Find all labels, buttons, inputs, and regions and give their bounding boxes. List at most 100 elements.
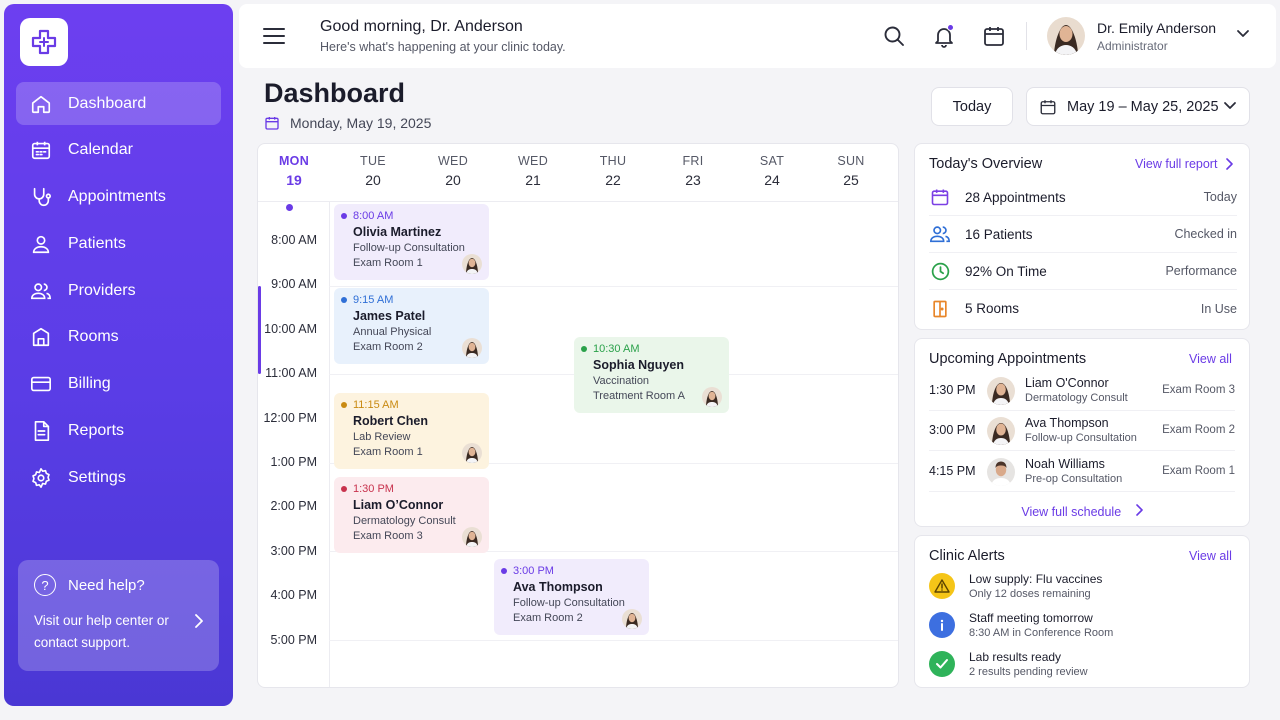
week-calendar: MON 19 TUE 20 WED 20 WED 21 THU 22 FRI 2… bbox=[257, 143, 899, 688]
overview-card: Today's Overview View full report 28 App… bbox=[914, 143, 1250, 330]
appointment-card[interactable]: 10:30 AM Sophia Nguyen Vaccination Treat… bbox=[574, 337, 729, 413]
date-range-picker[interactable]: May 19 – May 25, 2025 bbox=[1026, 87, 1250, 126]
view-full-report-link[interactable]: View full report bbox=[1135, 157, 1234, 171]
chevron-down-icon[interactable] bbox=[1236, 29, 1250, 39]
avatar bbox=[462, 338, 482, 358]
upcoming-time: 4:15 PM bbox=[929, 464, 976, 478]
calendar-icon[interactable] bbox=[982, 24, 1006, 48]
day-header[interactable]: FRI 23 bbox=[653, 154, 733, 188]
appointment-type: Lab Review bbox=[353, 431, 411, 443]
appointment-patient: Olivia Martinez bbox=[353, 225, 442, 239]
appointment-patient: Sophia Nguyen bbox=[593, 358, 684, 372]
sidebar-item-calendar[interactable]: Calendar bbox=[16, 129, 221, 172]
appointment-card[interactable]: 9:15 AM James Patel Annual Physical Exam… bbox=[334, 288, 489, 364]
greeting: Good morning, Dr. Anderson bbox=[320, 18, 523, 35]
alert-title: Low supply: Flu vaccines bbox=[969, 572, 1103, 586]
overview-label: 28 Appointments bbox=[965, 189, 1066, 205]
appointment-type: Vaccination bbox=[593, 375, 650, 387]
time-label: 12:00 PM bbox=[263, 411, 317, 425]
alert-row[interactable]: Low supply: Flu vaccines Only 12 doses r… bbox=[929, 570, 1235, 609]
sidebar-item-rooms[interactable]: Rooms bbox=[16, 316, 221, 359]
sidebar-item-reports[interactable]: Reports bbox=[16, 410, 221, 453]
view-all-link[interactable]: View all bbox=[1189, 549, 1232, 563]
sidebar-item-settings[interactable]: Settings bbox=[16, 456, 221, 499]
calendar-header-divider bbox=[258, 201, 898, 202]
sidebar-item-providers[interactable]: Providers bbox=[16, 269, 221, 312]
alert-row[interactable]: Lab results ready 2 results pending revi… bbox=[929, 648, 1235, 687]
view-all-link[interactable]: View all bbox=[1189, 352, 1232, 366]
document-icon bbox=[30, 420, 52, 442]
overview-row[interactable]: 92% On Time Performance bbox=[929, 253, 1237, 290]
sidebar-item-label: Reports bbox=[68, 422, 125, 440]
overview-status: Checked in bbox=[1174, 227, 1237, 241]
help-card[interactable]: ? Need help? Visit our help center or co… bbox=[18, 560, 219, 671]
appointment-card[interactable]: 1:30 PM Liam O’Connor Dermatology Consul… bbox=[334, 477, 489, 553]
overview-row[interactable]: 16 Patients Checked in bbox=[929, 216, 1237, 253]
upcoming-row[interactable]: 4:15 PM Noah Williams Pre-op Consultatio… bbox=[929, 452, 1235, 492]
day-header[interactable]: THU 22 bbox=[573, 154, 653, 188]
overview-row[interactable]: 5 Rooms In Use bbox=[929, 290, 1237, 327]
sidebar-item-dashboard[interactable]: Dashboard bbox=[16, 82, 221, 125]
appointment-card[interactable]: 11:15 AM Robert Chen Lab Review Exam Roo… bbox=[334, 393, 489, 469]
day-header[interactable]: SAT 24 bbox=[732, 154, 812, 188]
day-name: FRI bbox=[682, 154, 704, 168]
search-icon[interactable] bbox=[882, 24, 906, 48]
overview-label: 92% On Time bbox=[965, 263, 1047, 279]
avatar bbox=[462, 527, 482, 547]
appointment-type: Follow-up Consultation bbox=[353, 242, 465, 254]
hour-gridline bbox=[329, 286, 898, 287]
room-icon bbox=[30, 326, 52, 348]
view-full-schedule-link[interactable]: View full schedule bbox=[915, 504, 1249, 519]
avatar[interactable] bbox=[1047, 17, 1085, 55]
appointment-patient: Robert Chen bbox=[353, 414, 428, 428]
appointment-card[interactable]: 8:00 AM Olivia Martinez Follow-up Consul… bbox=[334, 204, 489, 280]
sidebar-item-label: Providers bbox=[68, 281, 136, 299]
top-header: Good morning, Dr. Anderson Here's what's… bbox=[239, 4, 1276, 68]
upcoming-row[interactable]: 3:00 PM Ava Thompson Follow-up Consultat… bbox=[929, 411, 1235, 451]
avatar bbox=[462, 254, 482, 274]
sidebar-item-label: Settings bbox=[68, 468, 126, 486]
appointment-card[interactable]: 3:00 PM Ava Thompson Follow-up Consultat… bbox=[494, 559, 649, 635]
clinic-logo[interactable] bbox=[20, 18, 68, 66]
day-name: SAT bbox=[759, 154, 785, 168]
overview-row[interactable]: 28 Appointments Today bbox=[929, 179, 1237, 216]
day-header[interactable]: MON 19 bbox=[258, 154, 334, 211]
upcoming-room: Exam Room 2 bbox=[1162, 424, 1235, 436]
appointment-room: Exam Room 2 bbox=[353, 341, 423, 353]
alert-subtitle: Only 12 doses remaining bbox=[969, 588, 1091, 600]
day-header[interactable]: TUE 20 bbox=[333, 154, 413, 188]
users-icon bbox=[30, 280, 52, 302]
greeting-subtitle: Here's what's happening at your clinic t… bbox=[320, 40, 566, 54]
sidebar-item-appointments[interactable]: Appointments bbox=[16, 176, 221, 219]
appointment-patient: Liam O’Connor bbox=[353, 498, 444, 512]
help-icon: ? bbox=[34, 574, 56, 596]
day-header[interactable]: SUN 25 bbox=[811, 154, 891, 188]
bell-icon[interactable] bbox=[932, 24, 956, 48]
sidebar-item-patients[interactable]: Patients bbox=[16, 222, 221, 265]
alert-row[interactable]: Staff meeting tomorrow 8:30 AM in Confer… bbox=[929, 609, 1235, 648]
day-header[interactable]: WED 21 bbox=[493, 154, 573, 188]
user-icon bbox=[30, 233, 52, 255]
menu-icon[interactable] bbox=[263, 26, 285, 46]
stethoscope-icon bbox=[30, 186, 52, 208]
appointment-time: 8:00 AM bbox=[341, 210, 479, 222]
appointment-patient: James Patel bbox=[353, 309, 426, 323]
day-name: WED bbox=[437, 154, 469, 168]
day-date: 23 bbox=[685, 172, 701, 188]
appointment-time: 11:15 AM bbox=[341, 399, 479, 411]
sidebar-item-label: Rooms bbox=[68, 328, 119, 346]
page-title: Dashboard bbox=[264, 78, 406, 108]
chevron-right-icon bbox=[195, 614, 203, 628]
sidebar-nav: Dashboard Calendar Appointments Patients… bbox=[16, 82, 221, 503]
appointment-room: Exam Room 1 bbox=[353, 446, 423, 458]
sidebar-item-billing[interactable]: Billing bbox=[16, 363, 221, 406]
avatar bbox=[702, 387, 722, 407]
day-header[interactable]: WED 20 bbox=[413, 154, 493, 188]
upcoming-row[interactable]: 1:30 PM Liam O'Connor Dermatology Consul… bbox=[929, 371, 1235, 411]
avatar bbox=[987, 458, 1015, 486]
date-range-label: May 19 – May 25, 2025 bbox=[1067, 98, 1219, 115]
chevron-right-icon bbox=[1135, 504, 1143, 516]
check-icon bbox=[929, 651, 955, 677]
today-button[interactable]: Today bbox=[931, 87, 1013, 126]
day-name: TUE bbox=[360, 154, 386, 168]
